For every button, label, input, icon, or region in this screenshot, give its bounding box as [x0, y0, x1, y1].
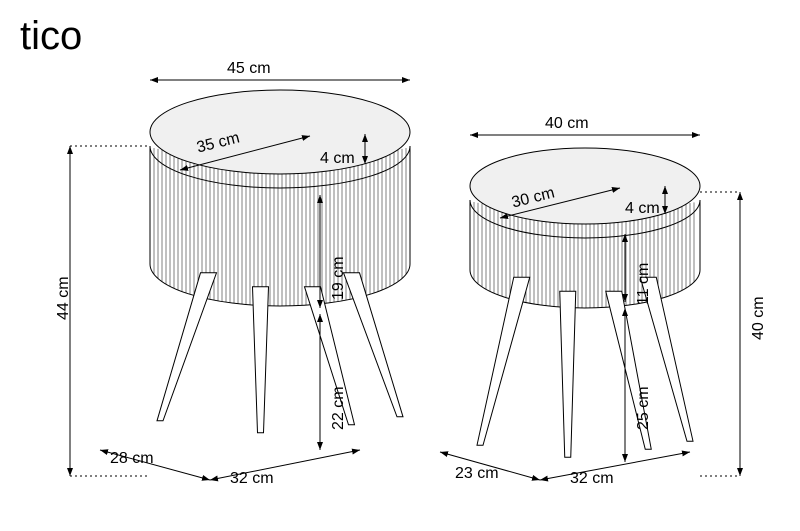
dim-large-width: 45 cm — [227, 60, 271, 78]
dim-large-toph: 4 cm — [320, 150, 355, 168]
dim-large-leg-d: 28 cm — [110, 450, 154, 468]
dim-small-leg-w: 32 cm — [570, 470, 614, 488]
dim-large-leg-w: 32 cm — [230, 470, 274, 488]
dim-small-bodyh: 11 cm — [635, 263, 653, 305]
dim-small-total: 40 cm — [750, 296, 768, 340]
dimension-line-S-leg-w — [540, 452, 690, 480]
dim-small-legh: 25 cm — [635, 386, 653, 430]
diagram-canvas: tico 45 cm35 cm4 cm19 cm44 cm22 cm28 cm3… — [0, 0, 800, 531]
dim-large-legh: 22 cm — [330, 386, 348, 430]
dim-large-bodyh: 19 cm — [330, 256, 348, 300]
dim-large-total: 44 cm — [55, 276, 73, 320]
dim-small-width: 40 cm — [545, 115, 589, 133]
dim-small-toph: 4 cm — [625, 200, 660, 218]
dim-small-leg-d: 23 cm — [455, 465, 499, 483]
